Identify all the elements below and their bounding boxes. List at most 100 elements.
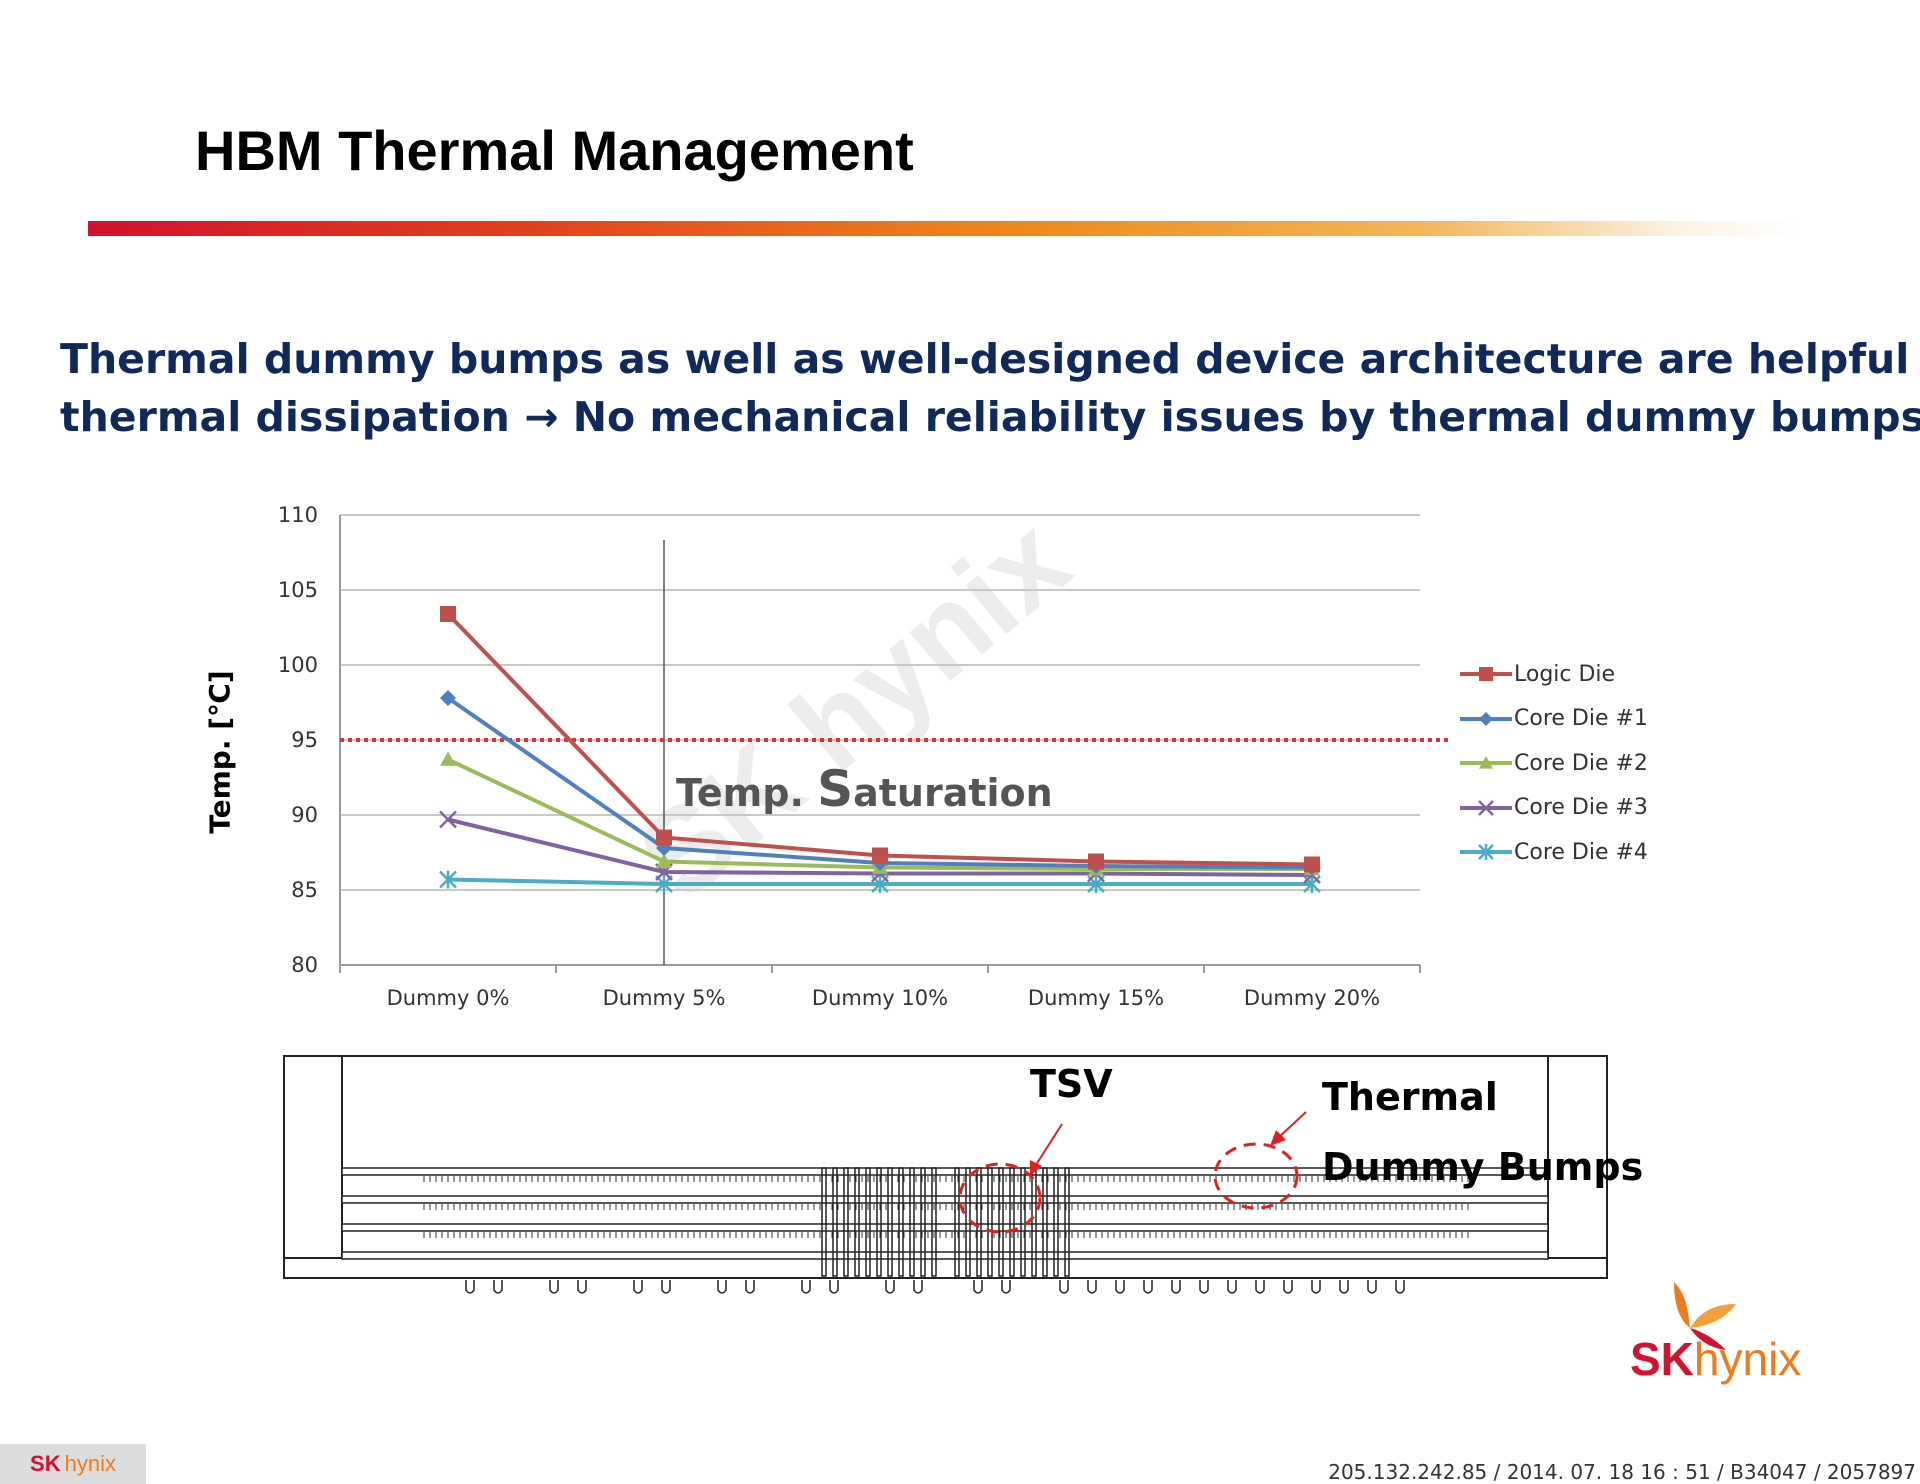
logo-wordmark: SKhynix [1630,1332,1801,1386]
legend-label: Core Die #4 [1514,839,1648,865]
legend-marker [1479,667,1493,682]
data-point [440,751,456,766]
footer-logo-hynix: hynix [64,1451,116,1476]
tsv [998,1167,1004,1277]
y-tick-label: 110 [278,503,318,527]
bottom-bump [1171,1280,1181,1294]
x-tick-label: Dummy 5% [603,986,726,1010]
legend-marker [1478,799,1494,816]
x-tick-label: Dummy 10% [812,986,948,1010]
package-frame [283,1055,1608,1279]
legend-marker [1479,711,1493,726]
tsv [887,1167,893,1277]
bottom-bump [745,1280,755,1294]
footer-logo: SK hynix [0,1444,146,1484]
legend-label: Core Die #3 [1514,795,1648,821]
bottom-bump [1001,1280,1011,1294]
legend-item: Logic Die [1458,652,1648,697]
legend-swatch [1460,799,1512,816]
x-tick-label: Dummy 15% [1028,986,1164,1010]
x-tick-label: Dummy 20% [1244,986,1380,1010]
butterfly-logo-icon [1674,1282,1736,1350]
die-layer [341,1223,1549,1232]
tsv [976,1167,982,1277]
legend-marker [1479,756,1493,769]
tsv [854,1167,860,1277]
subtitle: Thermal dummy bumps as well as well-desi… [60,330,1920,446]
bottom-bump [1199,1280,1209,1294]
legend-item: Core Die #1 [1458,697,1648,742]
tsv [1031,1167,1037,1277]
tsv [931,1167,937,1277]
tsv-arrow [1033,1123,1063,1169]
bottom-bump [549,1280,559,1294]
bottom-bump [1255,1280,1265,1294]
thermal-dummy-bumps-label: Thermal Dummy Bumps [1322,1062,1643,1202]
die-layer [341,1251,1549,1260]
sk-hynix-logo: SKhynix [1630,1280,1810,1390]
bottom-bump [1227,1280,1237,1294]
bottom-bump [1087,1280,1097,1294]
die-layer [341,1195,1549,1204]
tsv [920,1167,926,1277]
data-point [656,829,672,846]
bottom-bump [633,1280,643,1294]
tsv [1009,1167,1015,1277]
bottom-bump [1115,1280,1125,1294]
tsv [965,1167,971,1277]
tsv [821,1167,827,1277]
data-point [439,810,457,829]
tsv [832,1167,838,1277]
legend-label: Logic Die [1514,661,1616,687]
bottom-bump [577,1280,587,1294]
bottom-bump [1283,1280,1293,1294]
thermal-label-line-1: Thermal [1322,1075,1498,1119]
legend-swatch [1460,756,1512,769]
data-point [440,690,456,706]
legend-item: Core Die #3 [1458,786,1648,831]
bottom-bump [829,1280,839,1294]
bottom-bump [885,1280,895,1294]
tsv [898,1167,904,1277]
chart-legend: Logic Die Core Die #1 Core Die #2 Core Die … [1458,652,1648,875]
tsv [954,1167,960,1277]
legend-swatch [1460,844,1512,861]
data-point [872,847,888,864]
data-point [1088,853,1104,870]
legend-item: Core Die #4 [1458,830,1648,875]
thermal-label-line-2: Dummy Bumps [1322,1145,1644,1189]
saturation-prefix: Temp. [676,771,818,815]
thermal-arrowhead-icon [1270,1130,1286,1146]
tsv [1042,1167,1048,1277]
legend-swatch [1460,711,1512,726]
bottom-bump [913,1280,923,1294]
y-tick-label: 105 [278,578,318,602]
bottom-bump [717,1280,727,1294]
tsv [909,1167,915,1277]
legend-swatch [1460,667,1512,682]
y-tick-label: 80 [291,953,318,977]
y-tick-label: 85 [291,878,318,902]
tsv-highlight-circle [958,1162,1042,1234]
data-point [656,853,672,868]
footer-logo-sk: SK [30,1451,61,1476]
legend-label: Core Die #2 [1514,750,1648,776]
die-layer [341,1167,1549,1176]
legend-marker [1478,844,1494,861]
logo-hynix: hynix [1693,1333,1802,1385]
footer-info: 205.132.242.85 / 2014. 07. 18 16 : 51 / … [1328,1460,1916,1484]
subtitle-line-1: Thermal dummy bumps as well as well-desi… [60,335,1920,383]
bottom-bump [493,1280,503,1294]
legend-label: Core Die #1 [1514,706,1648,732]
data-point [1304,856,1320,873]
bottom-bump [661,1280,671,1294]
page-title: HBM Thermal Management [195,119,914,182]
bottom-bump [465,1280,475,1294]
tsv [865,1167,871,1277]
data-point [440,606,456,622]
bottom-bump [1059,1280,1069,1294]
tsv-label: TSV [1030,1062,1113,1106]
tsv [843,1167,849,1277]
tsv [1053,1167,1059,1277]
